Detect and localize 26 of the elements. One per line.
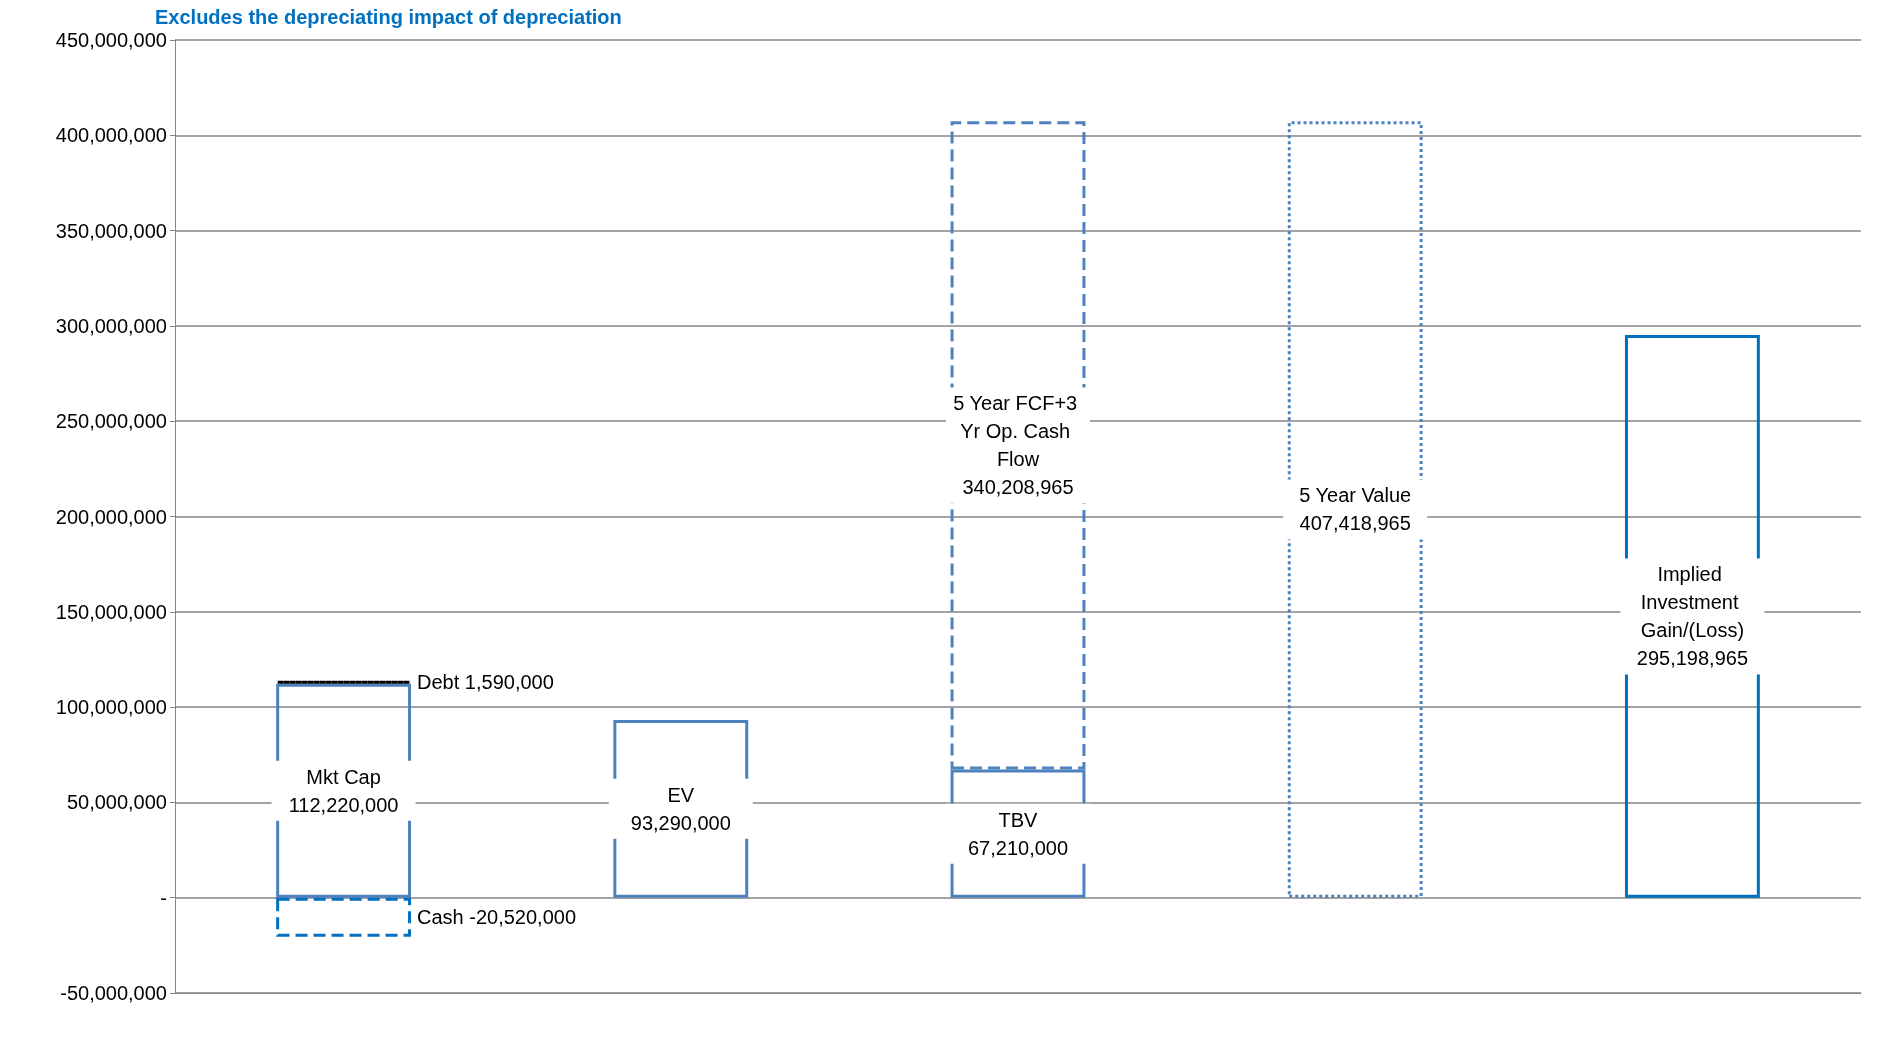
y-tick-label: 250,000,000 bbox=[55, 410, 167, 433]
data-label: 112,220,000 bbox=[288, 793, 399, 816]
y-tick-label: 50,000,000 bbox=[66, 791, 167, 814]
chart-title: Excludes the depreciating impact of depreciation bbox=[155, 6, 622, 28]
text: Debt 1,590,000 bbox=[417, 671, 554, 694]
data-label: 340,208,965 bbox=[962, 476, 1074, 499]
data-label: 407,418,965 bbox=[1299, 512, 1411, 535]
y-tick-label: 300,000,000 bbox=[55, 314, 167, 337]
text: Cash -20,520,000 bbox=[417, 906, 577, 929]
y-tick-label: 150,000,000 bbox=[55, 600, 167, 623]
y-tick-label: - bbox=[160, 886, 167, 909]
data-label: 67,210,000 bbox=[967, 836, 1069, 859]
series-label: Mkt Cap bbox=[306, 765, 381, 788]
y-tick-label: 200,000,000 bbox=[55, 505, 167, 528]
y-tick-label: 350,000,000 bbox=[55, 219, 167, 242]
series-label: TBV bbox=[998, 808, 1039, 831]
text: EV bbox=[667, 783, 695, 806]
y-tick-label: 100,000,000 bbox=[55, 696, 167, 719]
series-label: 5 Year FCF+3 Yr Op. Cash Flow bbox=[953, 392, 1083, 471]
series-label: 5 Year Value bbox=[1299, 484, 1412, 507]
data-label: 93,290,000 bbox=[630, 811, 731, 834]
y-tick-label: -50,000,000 bbox=[60, 982, 167, 1004]
y-tick-label: 400,000,000 bbox=[55, 124, 167, 147]
data-label: 295,198,965 bbox=[1636, 647, 1749, 670]
y-tick-label: 450,000,000 bbox=[55, 29, 167, 51]
series-label: Implied Investment Gain/(Loss) bbox=[1640, 563, 1745, 642]
